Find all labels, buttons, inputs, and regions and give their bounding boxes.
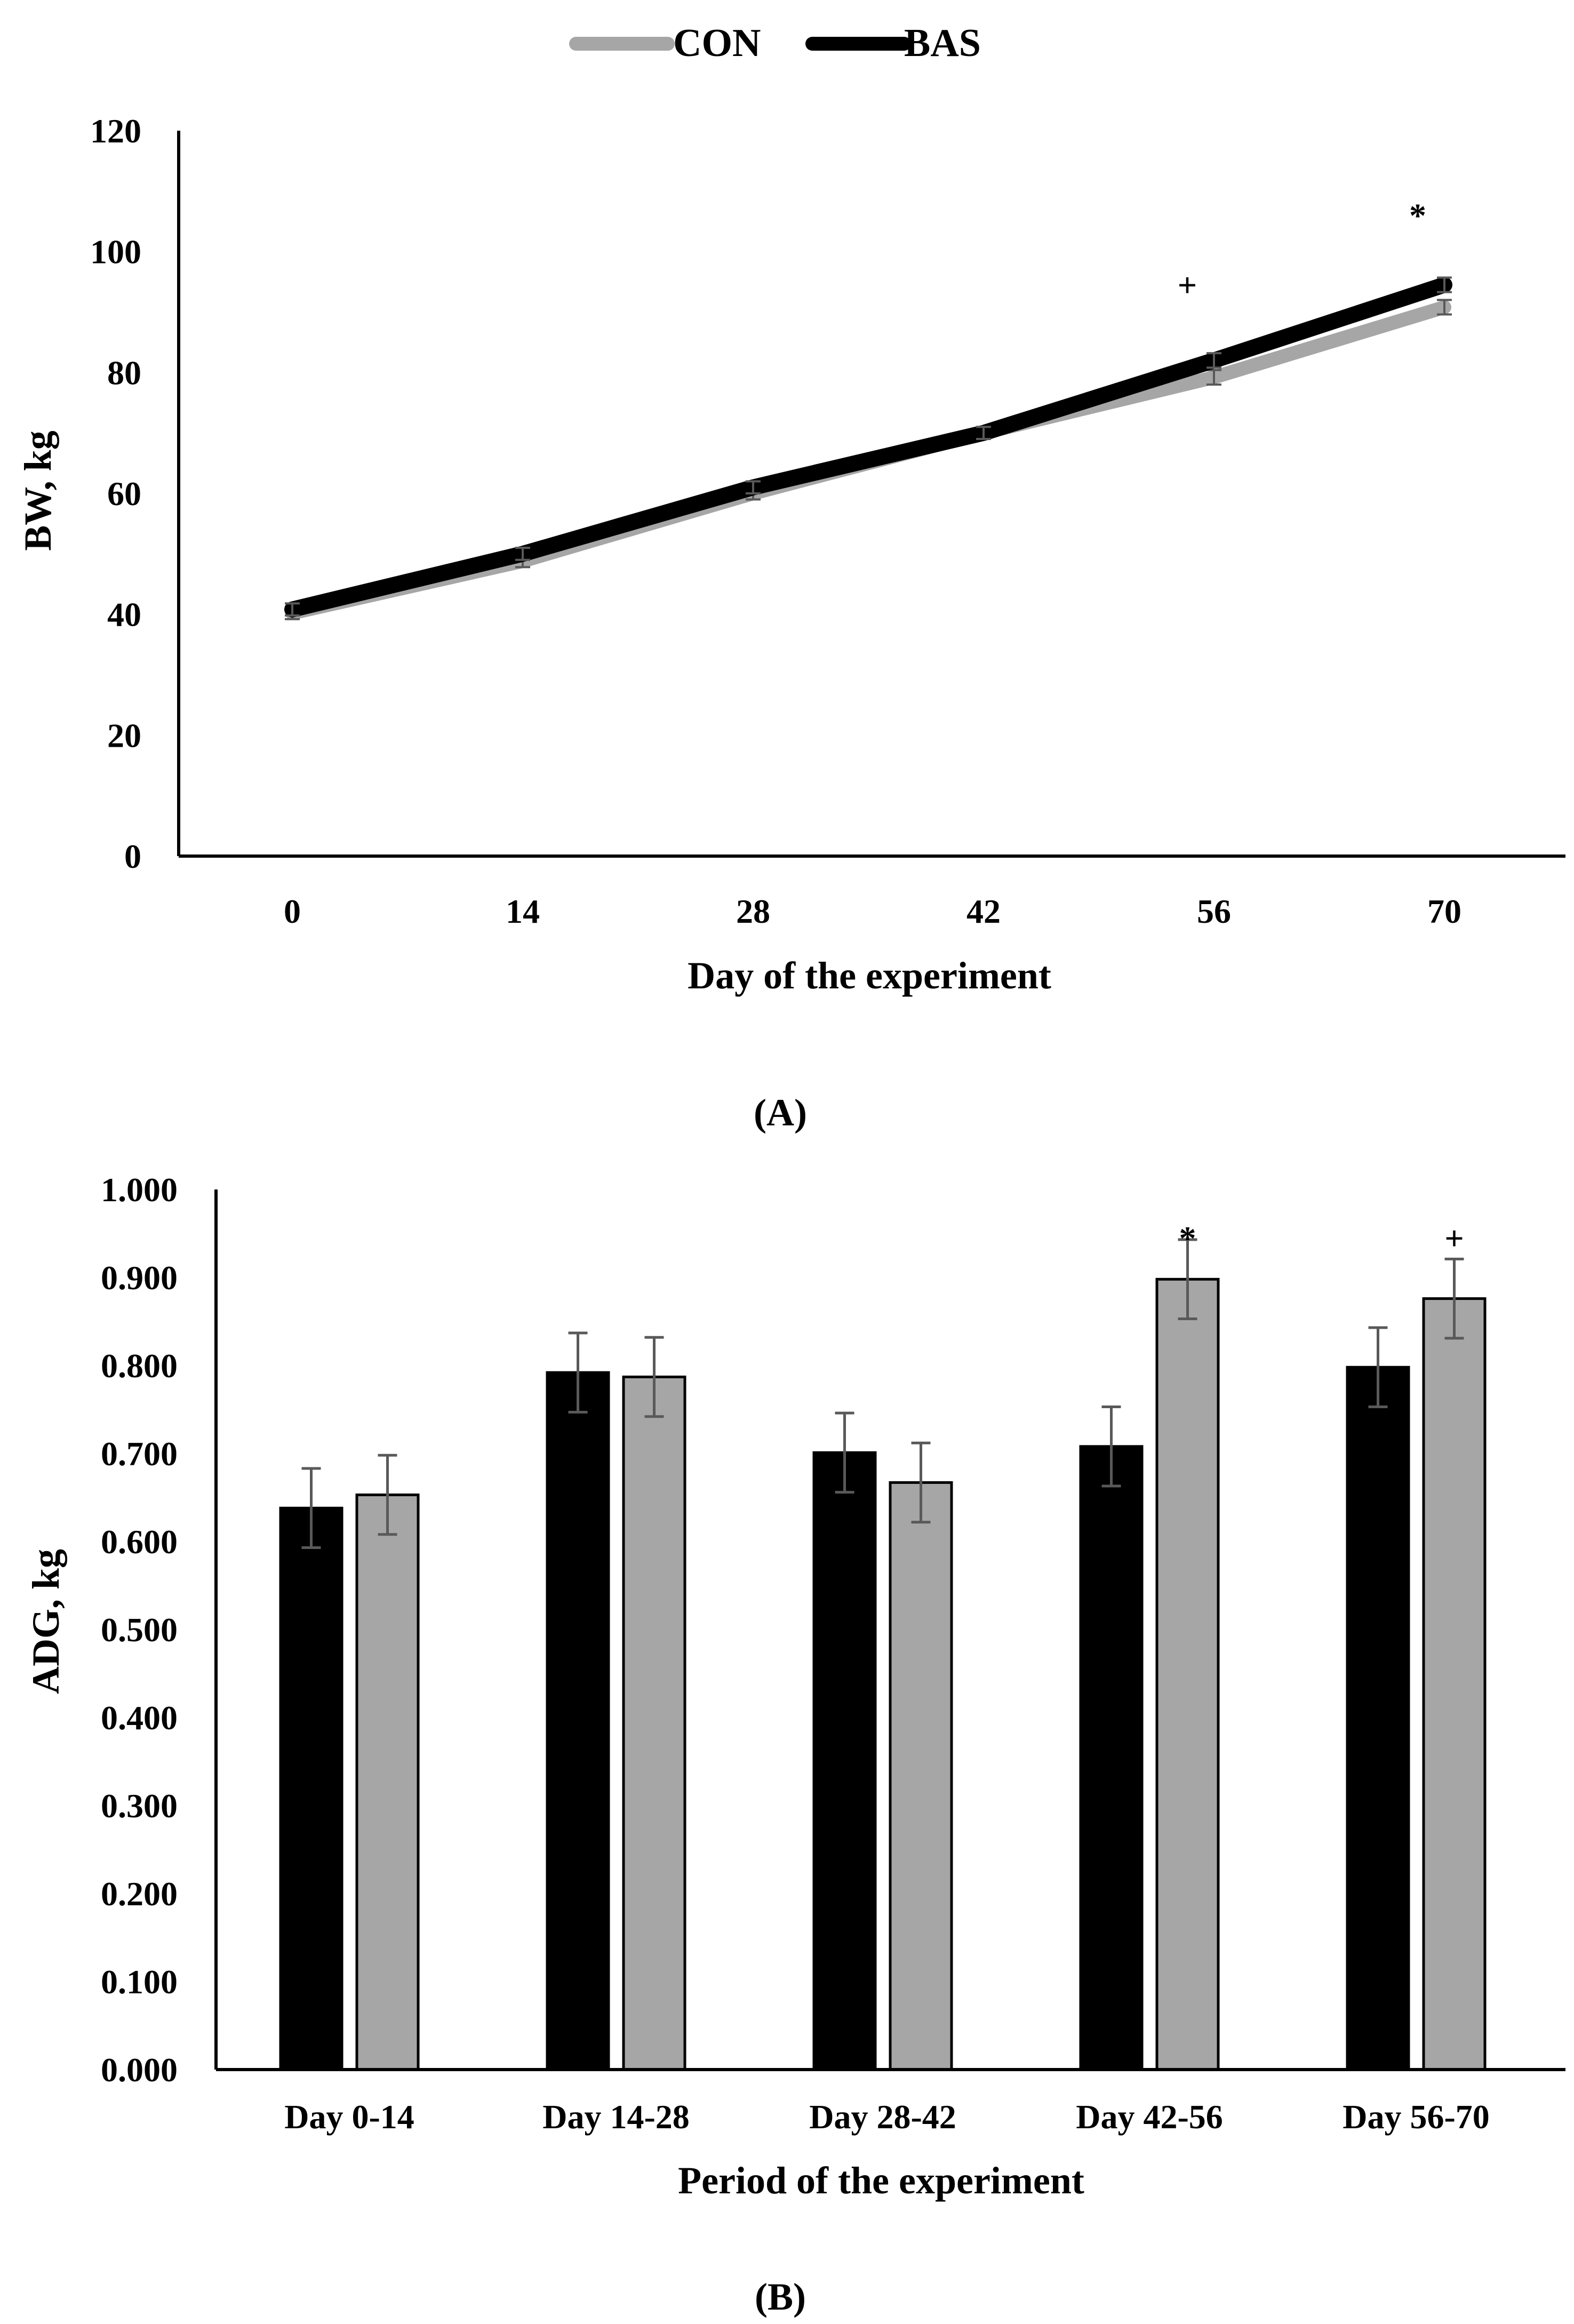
adg-y-tick-labels: 0.000 0.100 0.200 0.300 0.400 0.500 0.600 0.700… bbox=[101, 1171, 178, 2089]
bw-axes bbox=[177, 131, 1565, 858]
bw-y-axis-title: BW, kg bbox=[17, 430, 59, 550]
adg-group bbox=[546, 1331, 686, 2071]
adg-error-bar bbox=[1444, 1257, 1464, 1340]
bw-y-tick-labels: 0 20 40 60 80 100 120 bbox=[90, 112, 141, 875]
adg-x-tick-labels: Day 0-14 Day 14-28 Day 28-42 Day 42-56 Day 5… bbox=[284, 2098, 1490, 2136]
bw-x-tick-label: 28 bbox=[736, 892, 770, 930]
adg-y-tick-label: 0.300 bbox=[101, 1787, 178, 1825]
adg-x-tick-label: Day 56-70 bbox=[1343, 2098, 1490, 2136]
bw-x-tick-label: 0 bbox=[284, 892, 301, 930]
bw-x-tick-label: 70 bbox=[1427, 892, 1461, 930]
bw-y-tick-label: 120 bbox=[90, 112, 141, 150]
adg-group bbox=[1079, 1238, 1220, 2071]
adg-group bbox=[1346, 1257, 1487, 2071]
adg-y-tick-label: 0.800 bbox=[101, 1347, 178, 1385]
bw-x-tick-labels: 0 14 28 42 56 70 bbox=[284, 892, 1461, 930]
adg-bars bbox=[279, 1238, 1487, 2071]
adg-error-bar bbox=[644, 1336, 664, 1418]
adg-y-tick-label: 0.600 bbox=[101, 1523, 178, 1561]
adg-bar-black bbox=[546, 1371, 610, 2071]
bw-line-bas bbox=[284, 277, 1452, 618]
bw-y-tick-label: 60 bbox=[107, 475, 141, 513]
bw-y-tick-label: 80 bbox=[107, 354, 141, 392]
adg-error-bar bbox=[1178, 1238, 1197, 1321]
adg-y-tick-label: 0.400 bbox=[101, 1699, 178, 1737]
bw-y-tick-label: 100 bbox=[90, 233, 141, 271]
legend: CON BAS bbox=[569, 21, 981, 65]
adg-x-tick-label: Day 14-28 bbox=[542, 2098, 690, 2136]
adg-error-bar bbox=[301, 1467, 321, 1550]
adg-bar-gray bbox=[889, 1481, 953, 2071]
adg-x-tick-label: Day 28-42 bbox=[809, 2098, 956, 2136]
adg-y-tick-label: 0.000 bbox=[101, 2051, 178, 2089]
adg-bar-gray bbox=[355, 1494, 420, 2071]
adg-error-bar bbox=[911, 1441, 931, 1524]
adg-y-tick-label: 0.500 bbox=[101, 1611, 178, 1649]
panel-b-label: (B) bbox=[755, 2275, 806, 2318]
adg-error-bar bbox=[378, 1454, 397, 1536]
adg-error-bar bbox=[1368, 1326, 1388, 1409]
bw-series bbox=[284, 276, 1452, 620]
legend-con-label: CON bbox=[673, 21, 761, 65]
adg-bar-chart: 0.000 0.100 0.200 0.300 0.400 0.500 0.600 0.700… bbox=[25, 1171, 1565, 2318]
adg-x-axis-title: Period of the experiment bbox=[678, 2159, 1084, 2202]
adg-y-tick-label: 0.700 bbox=[101, 1435, 178, 1473]
bw-y-tick-label: 0 bbox=[124, 837, 141, 875]
adg-x-tick-label: Day 42-56 bbox=[1076, 2098, 1223, 2136]
panel-a-label: (A) bbox=[754, 1091, 807, 1134]
adg-bar-gray bbox=[1155, 1277, 1220, 2071]
adg-error-bar bbox=[835, 1411, 854, 1494]
bw-series-bas bbox=[284, 276, 1452, 618]
legend-bas-label: BAS bbox=[904, 21, 981, 65]
adg-axes bbox=[214, 1189, 1565, 2071]
adg-significance-mark: + bbox=[1444, 1219, 1464, 1257]
bw-x-tick-label: 56 bbox=[1197, 892, 1231, 930]
bw-significance-mark: * bbox=[1409, 197, 1426, 235]
bw-y-tick-label: 20 bbox=[107, 716, 141, 754]
adg-annotations: * + bbox=[1179, 1219, 1464, 1257]
adg-bar-gray bbox=[622, 1375, 686, 2071]
adg-bar-black bbox=[1079, 1445, 1144, 2071]
adg-error-bar bbox=[568, 1331, 588, 1413]
adg-y-axis-title: ADG, kg bbox=[25, 1549, 67, 1694]
bw-x-tick-label: 14 bbox=[506, 892, 540, 930]
adg-error-bar bbox=[1101, 1405, 1121, 1488]
adg-bar-gray bbox=[1422, 1297, 1487, 2071]
adg-bar-black bbox=[279, 1506, 343, 2071]
adg-y-tick-label: 0.900 bbox=[101, 1259, 178, 1297]
adg-group bbox=[812, 1411, 953, 2071]
adg-y-tick-label: 1.000 bbox=[101, 1171, 178, 1209]
adg-y-tick-label: 0.100 bbox=[101, 1963, 178, 2001]
adg-bar-black bbox=[812, 1451, 877, 2071]
bw-annotations: +* bbox=[1178, 197, 1426, 304]
bw-x-tick-label: 42 bbox=[966, 892, 1001, 930]
adg-group bbox=[279, 1454, 420, 2071]
bw-x-axis-title: Day of the experiment bbox=[688, 954, 1051, 997]
adg-significance-mark: * bbox=[1179, 1219, 1196, 1257]
bw-significance-mark: + bbox=[1178, 266, 1197, 304]
adg-x-tick-label: Day 0-14 bbox=[284, 2098, 414, 2136]
adg-bar-black bbox=[1346, 1365, 1410, 2071]
adg-y-tick-label: 0.200 bbox=[101, 1875, 178, 1913]
bw-y-tick-label: 40 bbox=[107, 596, 141, 634]
